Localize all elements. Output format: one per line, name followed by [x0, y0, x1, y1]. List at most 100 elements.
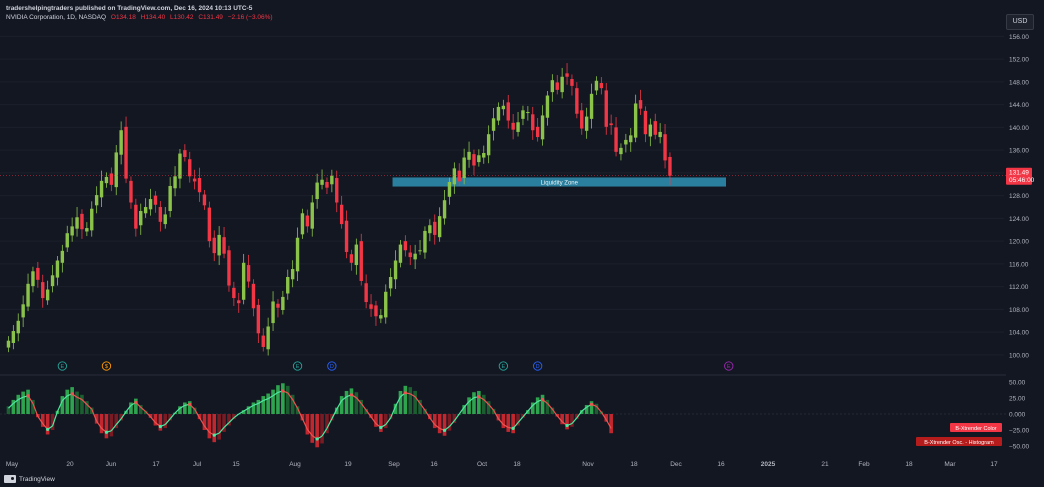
osc-bar [251, 402, 256, 414]
osc-line [336, 400, 343, 410]
candle-body [648, 124, 653, 137]
osc-turn-dot [442, 428, 447, 432]
tradingview-footer[interactable]: TradingView [4, 475, 55, 483]
candle-body [134, 204, 138, 229]
time-tick: Oct [477, 461, 487, 468]
candle-body [99, 180, 104, 198]
osc-bar [609, 414, 613, 434]
osc-bar [119, 414, 123, 421]
symbol-name: NVIDIA Corporation, 1D, NASDAQ [6, 14, 107, 21]
candle [604, 83, 608, 135]
osc-bar [584, 405, 589, 414]
candle-body [325, 182, 329, 188]
time-tick: Aug [289, 461, 301, 468]
candle [222, 226, 226, 259]
event-marker-label: $ [105, 364, 108, 370]
osc-turn-dot [281, 389, 285, 393]
candle [491, 108, 496, 141]
osc-line [600, 411, 607, 421]
osc-line [581, 406, 588, 412]
osc-bar [447, 414, 452, 431]
candle-body [11, 331, 16, 343]
candle [281, 290, 285, 315]
candle-body [178, 153, 182, 179]
candle [619, 143, 623, 161]
event-marker-label: E [502, 364, 506, 370]
osc-bar [50, 414, 55, 430]
candle [188, 151, 192, 183]
candle-body [148, 199, 153, 210]
candle [531, 106, 535, 140]
candle-body [501, 105, 506, 110]
osc-line [61, 395, 68, 401]
candle [555, 75, 559, 95]
osc-bar [344, 390, 349, 414]
candle-body [261, 335, 265, 347]
candle [433, 214, 437, 245]
candle-body [290, 269, 295, 280]
candle-body [423, 230, 427, 253]
candle-body [521, 110, 525, 119]
candle-body [486, 134, 491, 156]
candle-body [217, 234, 221, 256]
symbol-legend[interactable]: NVIDIA Corporation, 1D, NASDAQ O134.18 H… [6, 13, 276, 22]
osc-turn-dot [188, 402, 192, 406]
liquidity-zone: Liquidity Zone [392, 177, 726, 187]
osc-line [164, 418, 171, 425]
price-tick: 148.00 [1009, 79, 1029, 86]
osc-line [355, 397, 362, 404]
candle [545, 90, 550, 126]
osc-bar [320, 414, 324, 444]
event-marker [724, 361, 734, 371]
candle [526, 106, 530, 121]
candle-body [540, 115, 545, 140]
price-tick: 120.00 [1009, 239, 1029, 246]
candle [339, 195, 344, 229]
price-tick: 128.00 [1009, 193, 1029, 200]
osc-line [258, 400, 264, 404]
liquidity-zone-box [392, 177, 726, 187]
candle-body [168, 185, 172, 212]
osc-bar [281, 383, 285, 414]
candle [335, 170, 339, 213]
osc-bar [85, 401, 89, 414]
osc-bar [300, 414, 305, 421]
time-tick: Sep [388, 461, 400, 468]
candle [354, 238, 359, 275]
candle [379, 309, 383, 324]
candle-body [227, 250, 231, 286]
osc-bar [187, 401, 192, 414]
osc-bar [241, 410, 246, 414]
candle [609, 114, 613, 135]
osc-line [120, 411, 127, 420]
candle [148, 188, 153, 216]
low-value: L130.42 [170, 14, 194, 21]
candle-body [173, 176, 177, 189]
candle [241, 253, 246, 305]
candle-body [442, 200, 447, 219]
currency-button[interactable]: USD [1006, 14, 1034, 30]
osc-line [503, 424, 509, 428]
candle-body [281, 296, 285, 310]
candle [315, 173, 319, 209]
osc-line [243, 407, 249, 412]
candle [173, 166, 177, 197]
candle-body [599, 83, 604, 89]
candle [129, 176, 133, 209]
candle [482, 145, 486, 164]
candle [511, 114, 515, 140]
osc-bar [604, 414, 609, 422]
candle-body [330, 175, 334, 185]
candle [217, 226, 221, 266]
candle [158, 201, 163, 232]
price-tick: 152.00 [1009, 57, 1029, 64]
candle [403, 235, 408, 257]
osc-bar [545, 399, 550, 414]
price-tick: 116.00 [1009, 261, 1029, 268]
osc-line [576, 410, 583, 419]
osc-bar [472, 392, 476, 414]
osc-bar [506, 414, 511, 432]
osc-bar [114, 414, 119, 429]
